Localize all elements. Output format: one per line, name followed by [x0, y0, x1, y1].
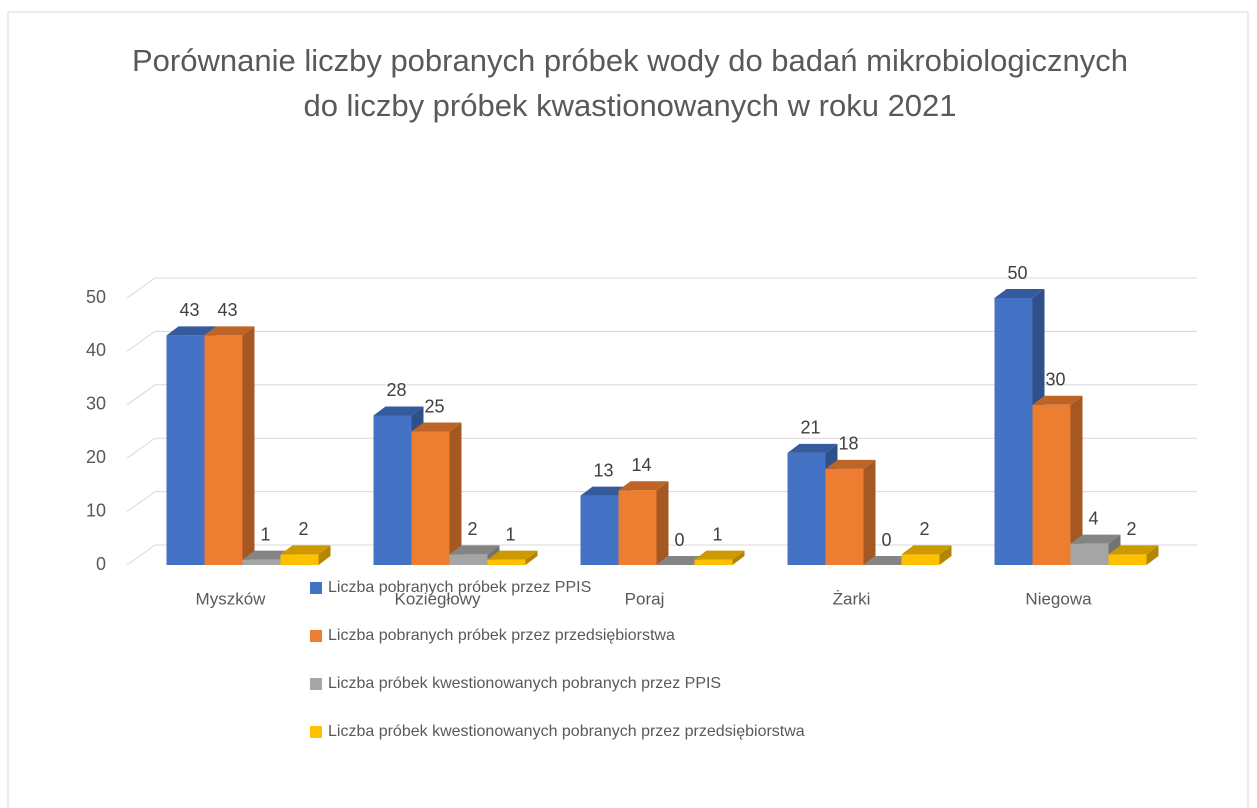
bar: [242, 559, 281, 565]
bar-top: [204, 326, 255, 336]
data-label: 43: [179, 300, 199, 320]
chart-title: Porównanie liczby pobranych próbek wody …: [131, 43, 1128, 123]
bar: [1108, 554, 1147, 565]
bar: [166, 335, 205, 565]
data-label: 1: [505, 524, 515, 544]
data-label: 13: [593, 460, 613, 480]
bar-top: [787, 443, 838, 453]
chart-border: [7, 11, 1249, 808]
legend-swatch: [310, 726, 322, 738]
bar-side: [1146, 545, 1159, 565]
data-label: 1: [260, 524, 270, 544]
bar-top: [487, 550, 538, 560]
y-tick-label: 10: [86, 500, 106, 520]
bar-side: [939, 545, 952, 565]
bar-top: [1032, 395, 1083, 405]
bar-top: [825, 459, 876, 469]
legend-label: Liczba próbek kwestionowanych pobranych …: [328, 723, 805, 740]
bar-side: [1070, 395, 1083, 565]
data-label: 25: [424, 396, 444, 416]
data-label: 50: [1007, 263, 1027, 283]
data-label: 21: [800, 418, 820, 438]
bar-top: [994, 289, 1045, 298]
data-label: 0: [674, 530, 684, 550]
y-tick-label: 20: [86, 447, 106, 467]
bar-top: [1108, 545, 1159, 555]
legend-label: Liczba pobranych próbek przez przedsiębi…: [328, 627, 675, 644]
bar: [694, 559, 733, 565]
grid-line: [126, 277, 1197, 299]
data-label: 1: [712, 524, 722, 544]
bar-top: [618, 481, 669, 491]
bar-top: [411, 422, 462, 432]
bar: [204, 335, 243, 565]
bar-side: [863, 459, 876, 565]
legend-swatch: [310, 678, 322, 690]
grid-line: [126, 330, 1197, 352]
bar-top: [694, 550, 745, 560]
bar-side: [242, 326, 255, 565]
data-label: 2: [298, 519, 308, 539]
bar: [1032, 404, 1071, 565]
data-label: 18: [838, 434, 858, 454]
x-tick-label: Żarki: [833, 589, 871, 608]
y-tick-label: 0: [96, 554, 106, 574]
bar-top: [242, 550, 293, 560]
bar: [618, 490, 657, 565]
bar: [580, 495, 619, 565]
bar: [449, 554, 488, 565]
bar-side: [318, 545, 331, 565]
bar-top: [166, 326, 217, 336]
bar: [787, 452, 826, 565]
y-tick-label: 30: [86, 394, 106, 414]
grid-line: [126, 437, 1197, 459]
bar: [1070, 543, 1109, 565]
legend-swatch: [310, 630, 322, 642]
bar-side: [732, 550, 745, 565]
bar: [487, 559, 526, 565]
data-label: 28: [386, 380, 406, 400]
legend-label: Liczba próbek kwestionowanych pobranych …: [328, 675, 721, 692]
data-label: 2: [467, 519, 477, 539]
bar: [825, 468, 864, 565]
x-tick-label: Poraj: [625, 589, 665, 608]
legend-swatch: [310, 582, 322, 594]
bar: [901, 554, 940, 565]
x-tick-label: Niegowa: [1025, 589, 1092, 608]
data-label: 4: [1088, 508, 1098, 528]
bar-side: [449, 422, 462, 565]
data-label: 0: [881, 530, 891, 550]
bar: [994, 298, 1033, 565]
data-label: 43: [217, 300, 237, 320]
bar-top: [1070, 534, 1121, 544]
data-label: 2: [1126, 519, 1136, 539]
y-tick-label: 40: [86, 340, 106, 360]
legend-label: Liczba pobranych próbek przez PPIS: [328, 579, 591, 596]
bar-top: [373, 406, 424, 416]
bar-top: [863, 556, 914, 565]
bar-top: [901, 545, 952, 555]
bar: [373, 415, 412, 565]
x-tick-label: Koziegłowy: [395, 589, 481, 608]
bar-top: [449, 545, 500, 555]
data-label: 14: [631, 455, 651, 475]
bar: [411, 431, 450, 565]
x-tick-label: Myszków: [196, 589, 267, 608]
y-tick-label: 50: [86, 287, 106, 307]
bar-top: [656, 556, 707, 565]
data-label: 30: [1045, 370, 1065, 390]
bar: [280, 554, 319, 565]
bar-side: [656, 481, 669, 565]
grid-line: [126, 384, 1197, 406]
bar-top: [280, 545, 331, 555]
bar-top: [580, 486, 631, 496]
bar-side: [525, 550, 538, 565]
data-label: 2: [919, 519, 929, 539]
